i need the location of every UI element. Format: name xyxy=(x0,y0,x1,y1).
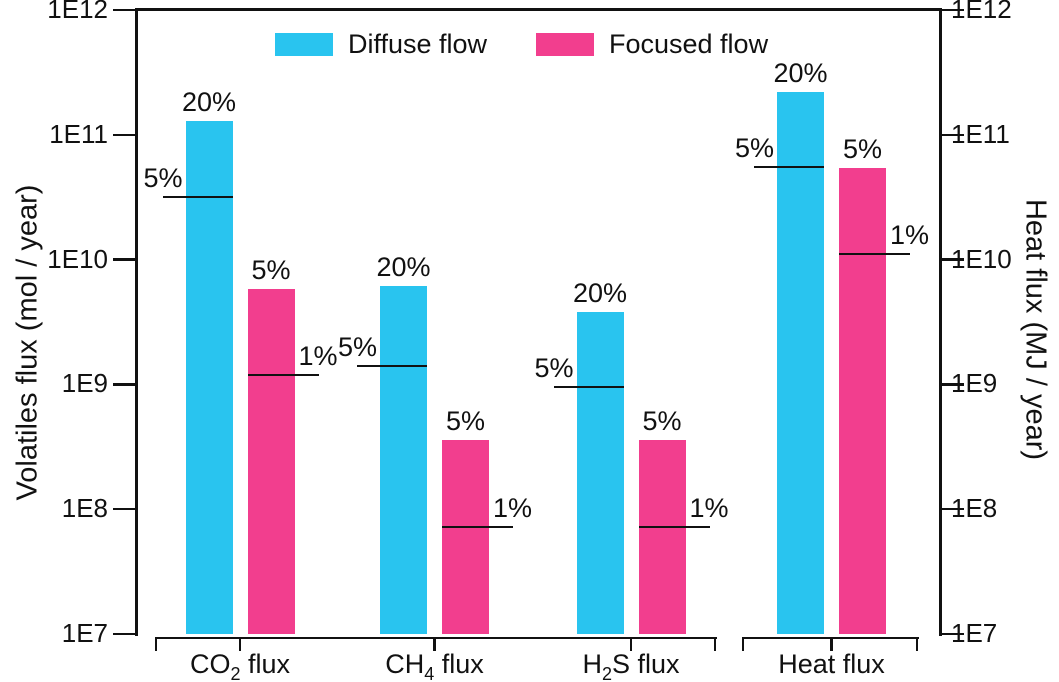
category-label-rest: S flux xyxy=(611,649,680,679)
y-axis-tick-label-left: 1E7 xyxy=(61,618,108,648)
bar-top-label-diffuse: 20% xyxy=(181,86,237,117)
bar-top-label-diffuse: 20% xyxy=(572,278,628,309)
y-axis-tick-label-right: 1E10 xyxy=(951,243,1012,274)
marker-line-diffuse xyxy=(553,386,624,389)
category-bracket-tick xyxy=(830,636,833,651)
legend-label-focused: Focused flow xyxy=(609,29,769,59)
bar-top-label-focused: 5% xyxy=(642,405,682,436)
diffuse-bar xyxy=(576,312,624,634)
diffuse-bar xyxy=(380,285,427,634)
y-axis-tick-right xyxy=(941,8,964,12)
category-label-subscript: 4 xyxy=(424,664,435,682)
category-label-subscript: 2 xyxy=(601,664,612,682)
category-label: CH4 flux xyxy=(335,649,535,682)
bar-top-label-focused: 5% xyxy=(251,255,291,286)
y-axis-tick-right xyxy=(941,632,964,636)
marker-line-diffuse xyxy=(754,166,824,169)
category-label-rest: flux xyxy=(240,649,291,679)
y-axis-tick-label-left: 1E11 xyxy=(49,118,108,149)
focused-bar xyxy=(638,439,686,634)
marker-line-diffuse xyxy=(357,365,427,368)
category-label-main: Heat flux xyxy=(778,649,885,679)
y-axis-tick-left xyxy=(113,258,135,261)
focused-bar xyxy=(839,168,886,634)
category-bracket-tick xyxy=(713,636,717,651)
y-axis-tick-label-left: 1E9 xyxy=(61,368,108,399)
marker-label-diffuse: 5% xyxy=(143,162,183,193)
right-axis-title: Heat flux (MJ / year) xyxy=(1019,198,1052,461)
y-axis-tick-left xyxy=(113,632,135,636)
left-axis-title: Volatiles flux (mol / year) xyxy=(11,184,44,501)
legend-item-diffuse: Diffuse flow xyxy=(275,31,487,58)
y-axis-tick-label-right: 1E9 xyxy=(951,368,998,399)
category-bracket-tick xyxy=(433,636,436,651)
category-label: CO2 flux xyxy=(140,649,340,682)
category-bracket-tick xyxy=(629,636,633,651)
y-axis-tick-left xyxy=(113,507,135,511)
marker-line-focused xyxy=(442,526,513,528)
right-axis-line xyxy=(938,8,942,636)
category-bracket-tick xyxy=(238,636,242,651)
bar-top-label-focused: 5% xyxy=(842,134,883,165)
category-label: H2S flux xyxy=(531,649,731,682)
diffuse-bar xyxy=(185,120,233,634)
legend-item-focused: Focused flow xyxy=(536,31,768,58)
y-axis-tick-right xyxy=(941,133,964,137)
legend-swatch-focused-icon xyxy=(536,33,594,56)
category-label-rest: flux xyxy=(434,649,484,679)
y-axis-tick-label-right: 1E12 xyxy=(951,0,1012,24)
y-axis-tick-left xyxy=(113,8,135,12)
y-axis-tick-label-right: 1E11 xyxy=(951,118,1010,149)
y-axis-tick-right xyxy=(941,383,964,386)
marker-label-diffuse: 5% xyxy=(534,353,574,384)
y-axis-tick-left xyxy=(113,133,135,137)
y-axis-tick-label-right: 1E7 xyxy=(951,618,998,648)
y-axis-tick-label-left: 1E8 xyxy=(61,493,108,524)
category-label-main: CH xyxy=(385,649,425,679)
marker-line-focused xyxy=(839,253,910,256)
bar-top-label-focused: 5% xyxy=(445,405,486,436)
marker-label-focused: 1% xyxy=(890,220,930,251)
category-label-subscript: 2 xyxy=(230,664,241,682)
y-axis-tick-left xyxy=(113,383,135,386)
marker-label-focused: 1% xyxy=(298,340,338,371)
marker-label-focused: 1% xyxy=(493,493,533,523)
category-label: Heat flux xyxy=(732,649,932,682)
marker-line-focused xyxy=(247,373,319,376)
bar-top-label-diffuse: 20% xyxy=(773,58,828,89)
legend-swatch-diffuse-icon xyxy=(275,33,333,56)
y-axis-tick-label-left: 1E12 xyxy=(47,0,108,24)
legend-label-diffuse: Diffuse flow xyxy=(348,29,488,59)
category-bracket xyxy=(156,636,717,639)
left-axis-line xyxy=(134,8,138,636)
focused-bar xyxy=(442,439,489,634)
diffuse-bar xyxy=(777,92,824,634)
category-bracket-tick xyxy=(915,636,919,651)
category-bracket-tick xyxy=(741,636,745,651)
y-axis-tick-label-left: 1E10 xyxy=(47,243,108,274)
y-axis-tick-right xyxy=(941,507,964,511)
marker-label-focused: 1% xyxy=(689,493,729,523)
category-label-main: CO xyxy=(189,649,231,679)
bar-top-label-diffuse: 20% xyxy=(376,251,431,282)
marker-line-focused xyxy=(638,526,710,528)
y-axis-tick-right xyxy=(941,258,964,261)
top-border xyxy=(134,8,942,11)
y-axis-tick-label-right: 1E8 xyxy=(951,493,998,524)
marker-label-diffuse: 5% xyxy=(734,133,774,164)
focused-bar xyxy=(247,289,295,634)
marker-label-diffuse: 5% xyxy=(337,332,377,363)
marker-line-diffuse xyxy=(162,195,233,198)
category-bracket-tick xyxy=(154,636,158,651)
category-label-main: H xyxy=(582,649,602,679)
